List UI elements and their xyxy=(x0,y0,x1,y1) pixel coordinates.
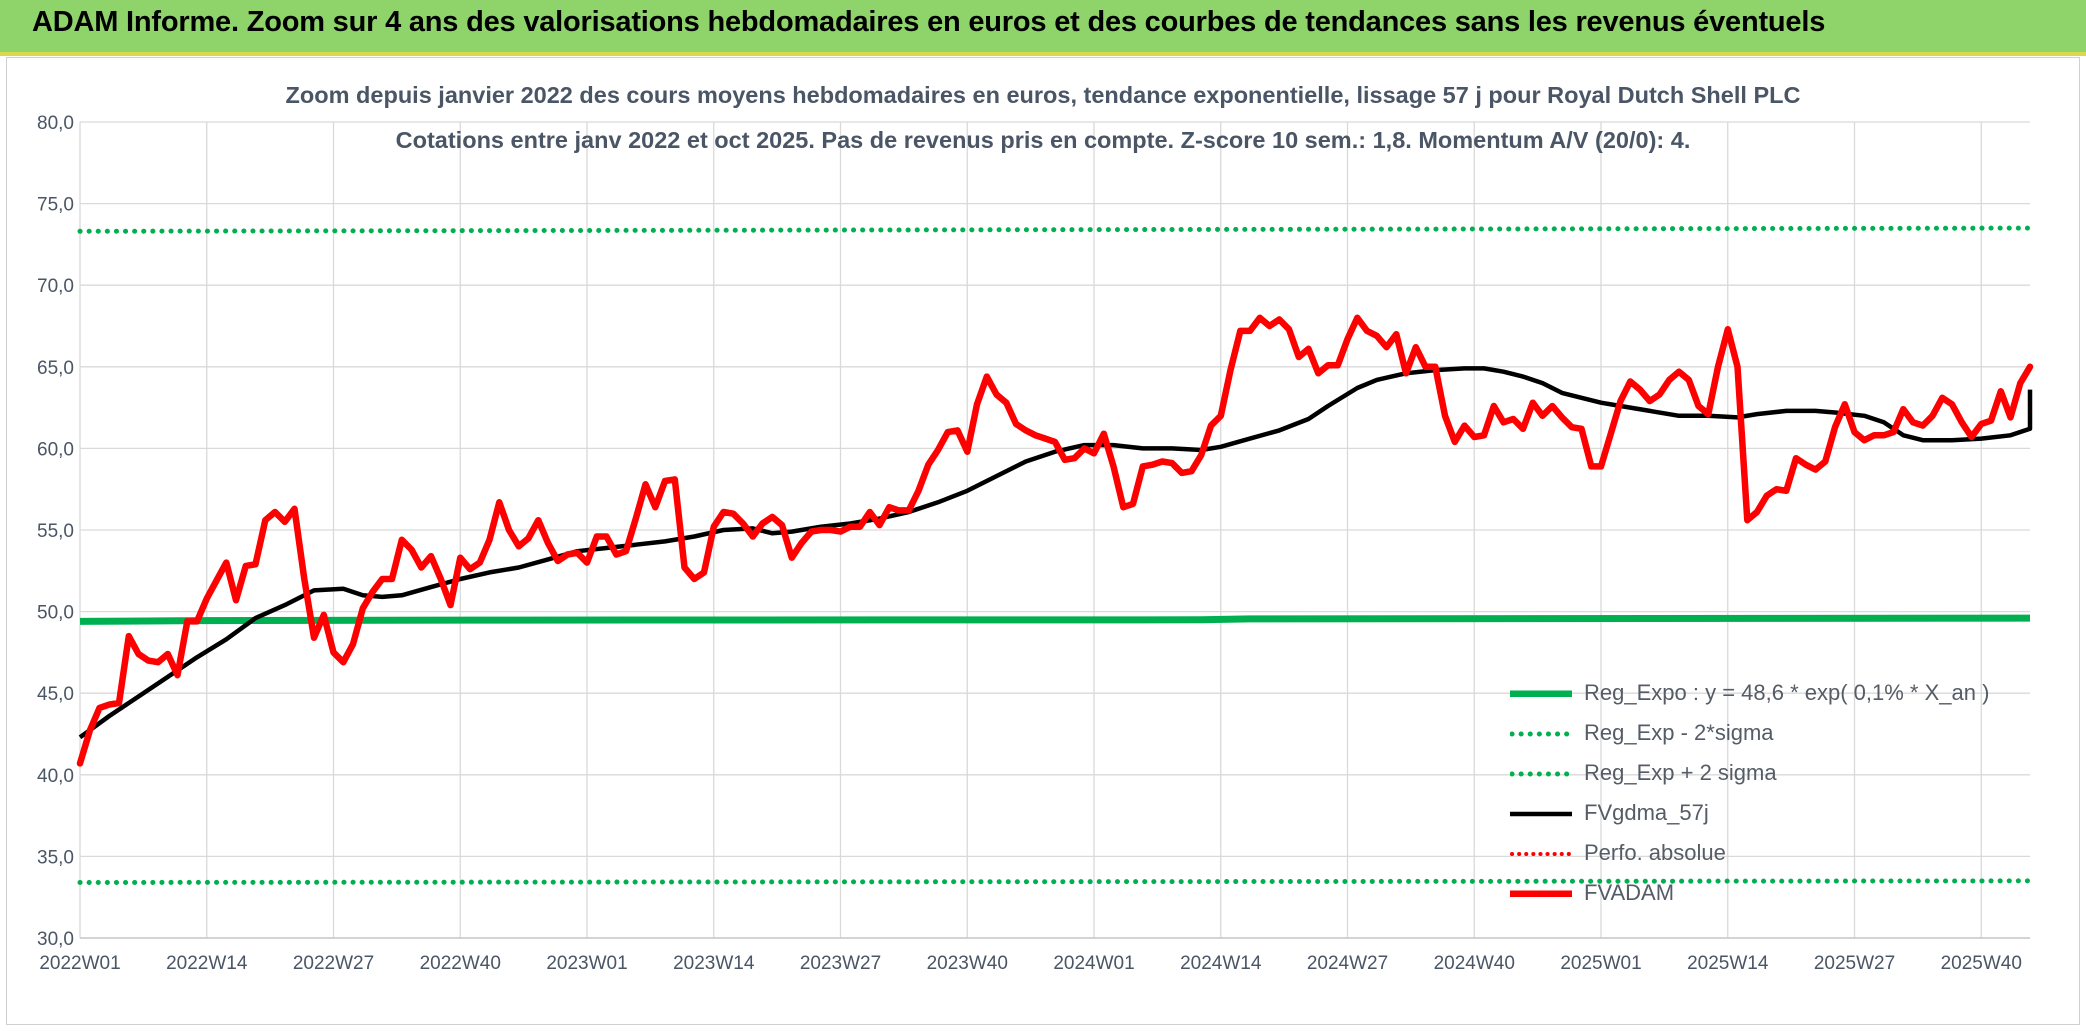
y-tick-label: 45,0 xyxy=(37,684,74,705)
legend-item-fvadam: FVADAM xyxy=(1510,876,1674,910)
x-tick-label: 2023W01 xyxy=(546,953,627,974)
legend-item-reg-plus: Reg_Exp + 2 sigma xyxy=(1510,756,1777,790)
legend-label: FVADAM xyxy=(1584,880,1675,905)
x-axis-ticks: 2022W01 2022W14 2022W27 2022W40 2023W01 2023W… xyxy=(39,953,2022,974)
x-tick-label: 2022W27 xyxy=(293,953,374,974)
legend-label: Reg_Exp - 2*sigma xyxy=(1584,720,1774,745)
x-tick-label: 2025W27 xyxy=(1814,953,1895,974)
x-tick-label: 2022W01 xyxy=(39,953,120,974)
x-tick-label: 2023W14 xyxy=(673,953,755,974)
reg-expo-line xyxy=(79,614,2031,625)
x-tick-label: 2025W14 xyxy=(1687,953,1769,974)
y-tick-label: 65,0 xyxy=(37,358,74,379)
legend-item-fvgdma: FVgdma_57j xyxy=(1510,796,1709,830)
x-tick-label: 2022W40 xyxy=(420,953,501,974)
y-tick-label: 40,0 xyxy=(37,766,74,787)
legend-swatch-reg-expo xyxy=(1510,690,1572,697)
chart-frame xyxy=(6,57,2080,1025)
x-tick-label: 2024W27 xyxy=(1307,953,1388,974)
fvadam-line xyxy=(76,314,2034,767)
x-tick-label: 2023W40 xyxy=(927,953,1008,974)
x-tick-label: 2024W14 xyxy=(1180,953,1262,974)
legend-item-perfo: Perfo. absolue xyxy=(1510,836,1726,870)
grid-layer xyxy=(79,121,2030,939)
legend-label: FVgdma_57j xyxy=(1584,800,1709,825)
legend-swatch-perfo xyxy=(1510,852,1572,856)
y-tick-label: 70,0 xyxy=(37,276,74,297)
y-tick-label: 75,0 xyxy=(37,195,74,216)
legend-swatch-reg-minus xyxy=(1510,731,1572,737)
legend-label: Reg_Exp + 2 sigma xyxy=(1584,760,1777,785)
chart-title: Zoom depuis janvier 2022 des cours moyen… xyxy=(285,82,1801,108)
legend-item-reg-minus: Reg_Exp - 2*sigma xyxy=(1510,716,1774,750)
x-tick-label: 2024W40 xyxy=(1434,953,1515,974)
legend-swatch-fvadam xyxy=(1510,890,1572,897)
reg-plus-2sigma-line xyxy=(77,225,2033,234)
y-tick-label: 80,0 xyxy=(37,113,74,134)
x-tick-label: 2025W40 xyxy=(1941,953,2022,974)
series-layer xyxy=(76,225,2034,885)
report-title: ADAM Informe. Zoom sur 4 ans des valoris… xyxy=(32,6,1826,38)
x-tick-label: 2023W27 xyxy=(800,953,881,974)
legend-swatch-reg-plus xyxy=(1510,771,1572,777)
y-tick-label: 50,0 xyxy=(37,603,74,624)
legend-item-reg-expo: Reg_Expo : y = 48,6 * exp( 0,1% * X_an ) xyxy=(1510,676,1989,710)
legend-label: Perfo. absolue xyxy=(1584,840,1726,865)
y-axis-ticks: 80,0 75,0 70,0 65,0 60,0 55,0 50,0 45,0 40,0 35,0… xyxy=(37,113,74,950)
x-tick-label: 2022W14 xyxy=(166,953,248,974)
x-tick-label: 2024W01 xyxy=(1053,953,1134,974)
x-tick-label: 2025W01 xyxy=(1560,953,1641,974)
y-tick-label: 30,0 xyxy=(37,929,74,950)
report-banner: ADAM Informe. Zoom sur 4 ans des valoris… xyxy=(0,0,2086,56)
reg-minus-2sigma-line xyxy=(77,878,2033,885)
y-tick-label: 35,0 xyxy=(37,847,74,868)
y-tick-label: 55,0 xyxy=(37,521,74,542)
legend-swatch-fvgdma xyxy=(1510,811,1572,817)
legend-label: Reg_Expo : y = 48,6 * exp( 0,1% * X_an ) xyxy=(1584,680,1990,705)
y-tick-label: 60,0 xyxy=(37,439,74,460)
chart-subtitle: Cotations entre janv 2022 et oct 2025. P… xyxy=(395,127,1691,153)
